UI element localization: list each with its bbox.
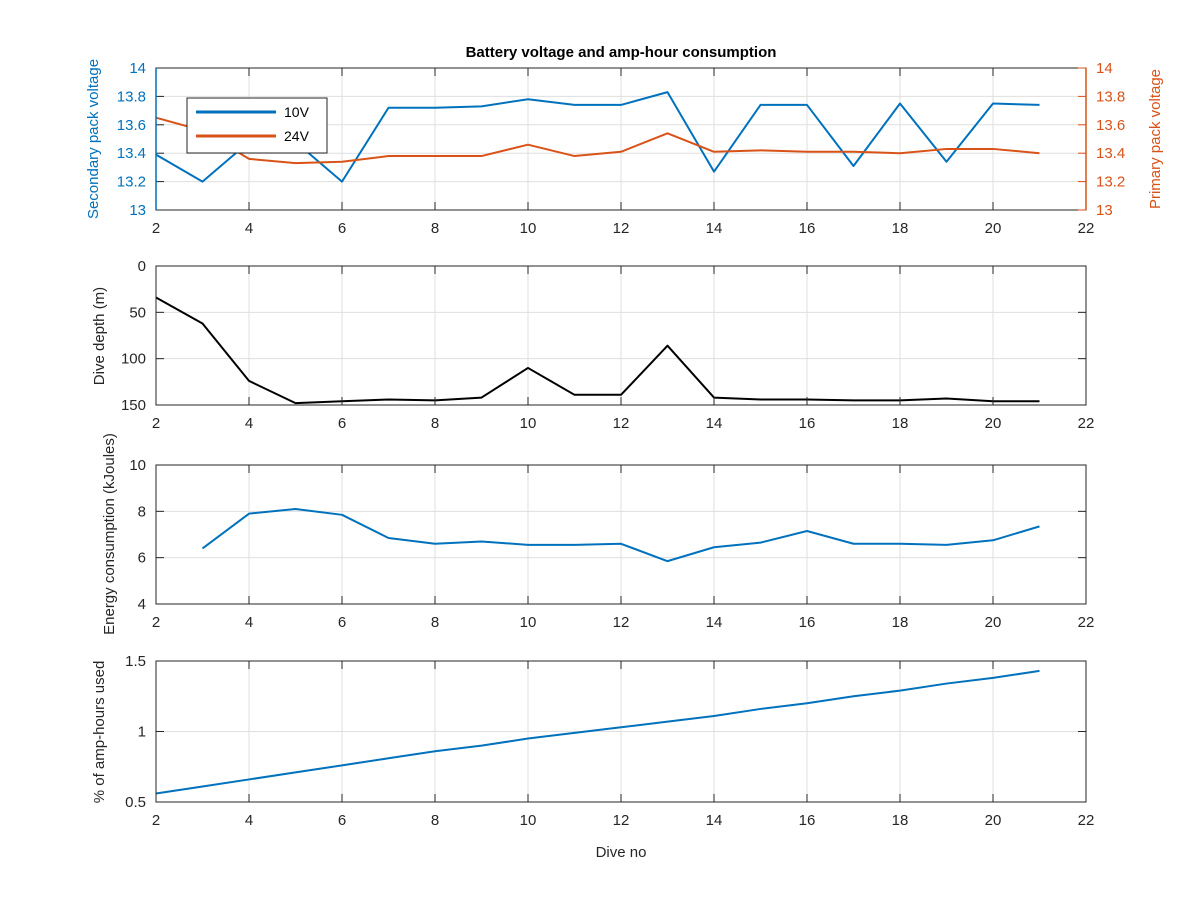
- y-axis-label-dive-depth: Dive depth (m): [91, 287, 108, 385]
- x-tick-label: 16: [799, 220, 816, 237]
- x-tick-label: 16: [799, 812, 816, 829]
- x-axis-label: Dive no: [596, 844, 647, 861]
- x-tick-label: 12: [613, 415, 630, 432]
- y-tick-label: 50: [129, 304, 146, 321]
- y-tick-label-right: 13.2: [1096, 174, 1125, 191]
- x-tick-label: 4: [245, 614, 253, 631]
- x-tick-label: 10: [520, 415, 537, 432]
- x-tick-label: 8: [431, 614, 439, 631]
- x-tick-label: 14: [706, 415, 723, 432]
- y-tick-label: 8: [138, 503, 146, 520]
- x-tick-label: 22: [1078, 812, 1095, 829]
- y-tick-label: 13.8: [117, 88, 146, 105]
- y-tick-label: 0: [138, 258, 146, 275]
- x-tick-label: 16: [799, 614, 816, 631]
- x-tick-label: 2: [152, 415, 160, 432]
- series-line-2: [155, 296, 1040, 405]
- y-tick-label-right: 13.4: [1096, 145, 1125, 162]
- subplot-4: 2 4 6 8 10 12 14 16 18 20 22 0.5 1 1.5: [125, 653, 1094, 829]
- x-tick-label: 20: [985, 415, 1002, 432]
- y-tick-label: 1.5: [125, 653, 146, 670]
- x-tick-label: 2: [152, 220, 160, 237]
- x-tick-label: 18: [892, 220, 909, 237]
- y-tick-label: 10: [129, 457, 146, 474]
- chart-title: Battery voltage and amp-hour consumption: [466, 44, 777, 61]
- series-line-4: [155, 669, 1040, 795]
- x-tick-label: 4: [245, 220, 253, 237]
- y-axis-label-amp-hours: % of amp-hours used: [91, 661, 108, 804]
- x-tick-label: 8: [431, 415, 439, 432]
- y-tick-label-right: 13.8: [1096, 88, 1125, 105]
- legend-box: [186, 97, 328, 154]
- x-tick-label: 4: [245, 415, 253, 432]
- legend: 10V 24V: [186, 97, 328, 154]
- x-tick-label: 8: [431, 220, 439, 237]
- y-axis-label-secondary-voltage: Secondary pack voltage: [85, 59, 102, 219]
- subplot-2: 2 4 6 8 10 12 14 16 18 20 22 0 50 100 150: [121, 258, 1094, 432]
- x-tick-label: 12: [613, 220, 630, 237]
- x-tick-label: 20: [985, 220, 1002, 237]
- y-tick-label: 6: [138, 550, 146, 567]
- x-tick-label: 2: [152, 812, 160, 829]
- x-tick-label: 8: [431, 812, 439, 829]
- x-tick-label: 4: [245, 812, 253, 829]
- x-tick-label: 6: [338, 415, 346, 432]
- legend-label-10v: 10V: [284, 104, 310, 120]
- x-tick-label: 18: [892, 812, 909, 829]
- x-tick-label: 18: [892, 614, 909, 631]
- y-tick-label: 0.5: [125, 794, 146, 811]
- subplots-group: 2 4 6 8 10 12 14 16 18 20 221313.213.413.613.81413…: [117, 60, 1125, 829]
- x-tick-label: 20: [985, 614, 1002, 631]
- x-tick-label: 10: [520, 614, 537, 631]
- y-tick-label: 4: [138, 596, 146, 613]
- y-tick-label: 13: [129, 202, 146, 219]
- y-tick-label: 13.2: [117, 174, 146, 191]
- x-tick-label: 2: [152, 614, 160, 631]
- x-tick-label: 14: [706, 614, 723, 631]
- x-tick-label: 22: [1078, 614, 1095, 631]
- y-tick-label: 1: [138, 724, 146, 741]
- x-tick-label: 10: [520, 812, 537, 829]
- x-tick-label: 6: [338, 220, 346, 237]
- x-tick-label: 12: [613, 614, 630, 631]
- x-tick-label: 14: [706, 220, 723, 237]
- series-line-24v: [155, 116, 1040, 165]
- y-tick-label-right: 13: [1096, 202, 1113, 219]
- x-tick-label: 16: [799, 415, 816, 432]
- y-tick-label: 13.4: [117, 145, 146, 162]
- subplot-1: 2 4 6 8 10 12 14 16 18 20 221313.213.413.613.81413…: [117, 60, 1125, 237]
- y-tick-label: 150: [121, 397, 146, 414]
- x-tick-label: 6: [338, 614, 346, 631]
- y-tick-label-right: 14: [1096, 60, 1113, 77]
- series-line-3: [201, 508, 1040, 563]
- x-tick-label: 10: [520, 220, 537, 237]
- y-tick-label: 13.6: [117, 117, 146, 134]
- x-tick-label: 12: [613, 812, 630, 829]
- x-tick-label: 6: [338, 812, 346, 829]
- x-tick-label: 14: [706, 812, 723, 829]
- y-tick-label: 100: [121, 351, 146, 368]
- x-tick-label: 22: [1078, 220, 1095, 237]
- y-axis-label-primary-voltage: Primary pack voltage: [1147, 69, 1164, 209]
- y-tick-label: 14: [129, 60, 146, 77]
- x-tick-label: 18: [892, 415, 909, 432]
- y-axis-label-energy: Energy consumption (kJoules): [101, 433, 118, 635]
- x-tick-label: 22: [1078, 415, 1095, 432]
- x-tick-label: 20: [985, 812, 1002, 829]
- legend-label-24v: 24V: [284, 128, 310, 144]
- y-tick-label-right: 13.6: [1096, 117, 1125, 134]
